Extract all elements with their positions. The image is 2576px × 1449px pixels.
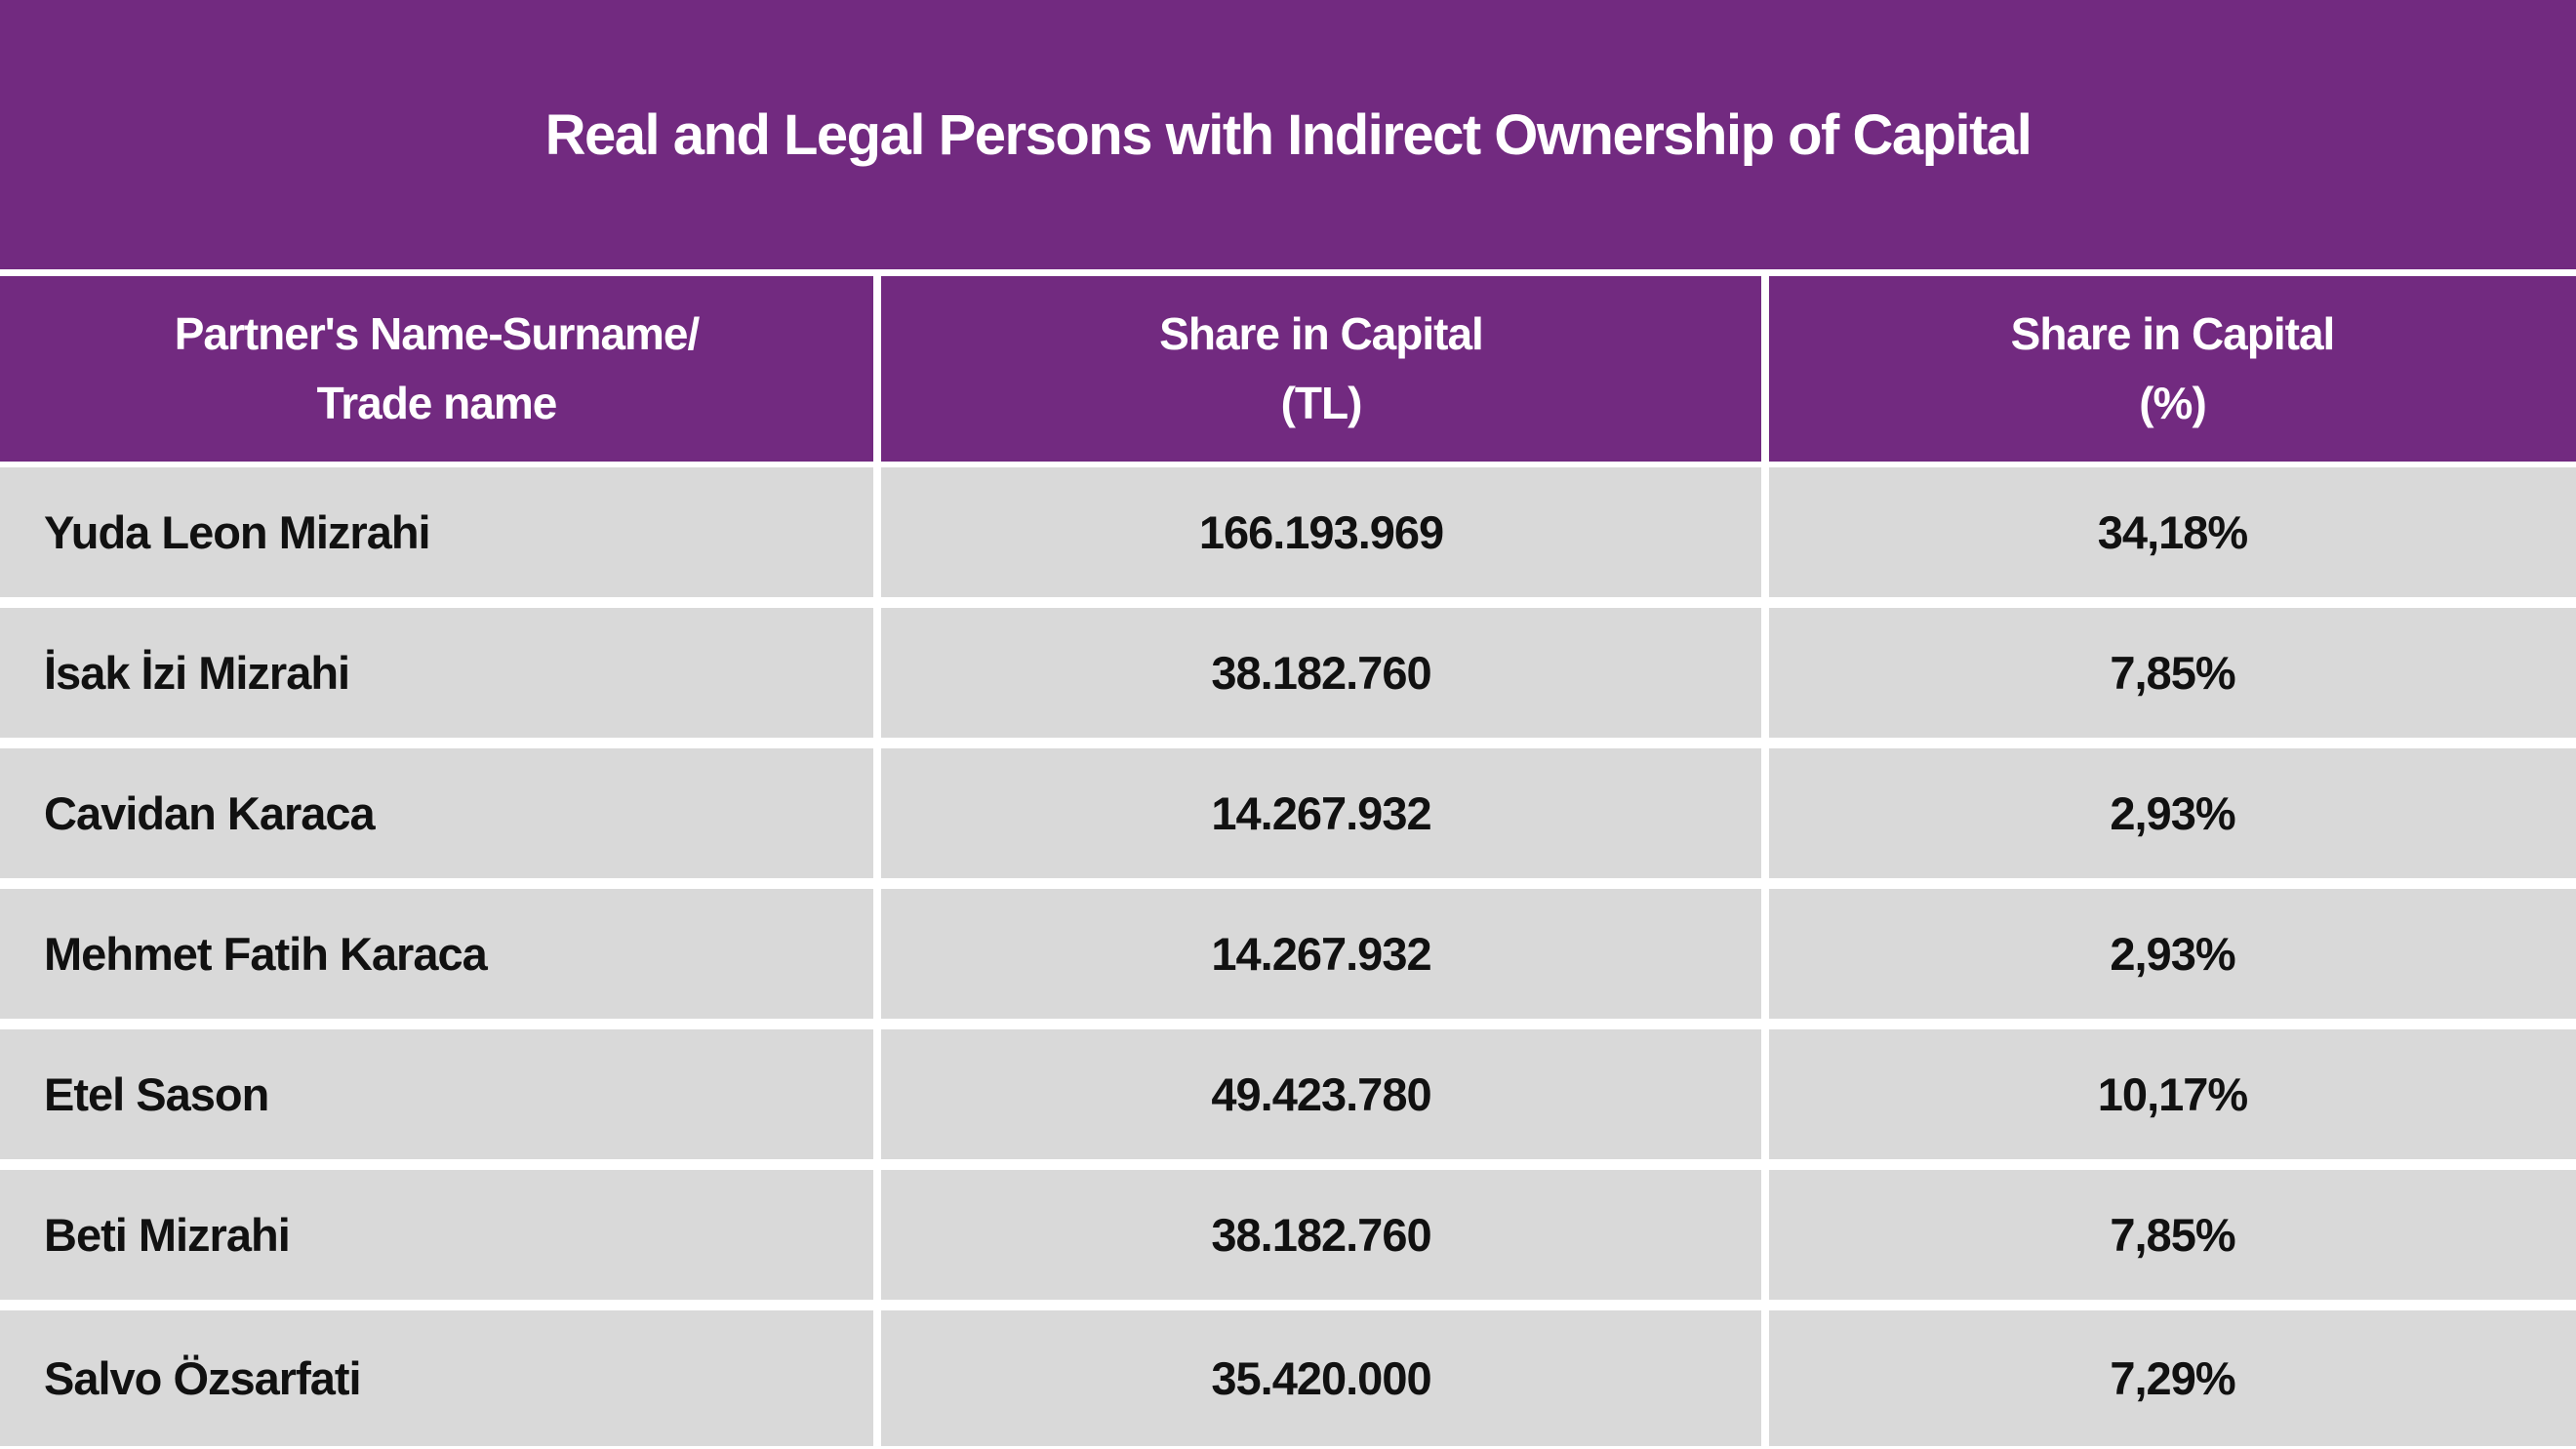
share-pct-cell: 7,85% [1769, 608, 2576, 738]
column-header-line: Trade name [316, 378, 558, 428]
table-row: Cavidan Karaca 14.267.932 2,93% [0, 748, 2576, 878]
column-divider [873, 1029, 881, 1159]
share-pct-cell: 7,85% [1769, 1170, 2576, 1300]
table-row: Mehmet Fatih Karaca 14.267.932 2,93% [0, 889, 2576, 1019]
column-header-line: (TL) [1280, 378, 1363, 428]
partner-name-cell: Yuda Leon Mizrahi [0, 467, 873, 597]
partner-name-cell: Beti Mizrahi [0, 1170, 873, 1300]
column-divider [1761, 1029, 1769, 1159]
table-row: Salvo Özsarfati 35.420.000 7,29% [0, 1310, 2576, 1446]
partner-name-cell: Salvo Özsarfati [0, 1310, 873, 1446]
partner-name-cell: Etel Sason [0, 1029, 873, 1159]
column-header-line: (%) [2139, 378, 2207, 428]
column-divider [1761, 608, 1769, 738]
column-divider [873, 467, 881, 597]
share-tl-cell: 38.182.760 [881, 1170, 1761, 1300]
share-tl-cell: 166.193.969 [881, 467, 1761, 597]
table-row: İsak İzi Mizrahi 38.182.760 7,85% [0, 608, 2576, 738]
share-pct-cell: 2,93% [1769, 748, 2576, 878]
page-title: Real and Legal Persons with Indirect Own… [544, 102, 2033, 167]
column-divider [873, 608, 881, 738]
column-header-partner-name: Partner's Name-Surname/ Trade name [0, 276, 873, 462]
column-header-line: Share in Capital [1159, 307, 1484, 359]
column-divider [873, 276, 881, 462]
share-tl-cell: 14.267.932 [881, 889, 1761, 1019]
column-divider [1761, 1170, 1769, 1300]
partner-name-cell: İsak İzi Mizrahi [0, 608, 873, 738]
table-body: Yuda Leon Mizrahi 166.193.969 34,18% İsa… [0, 467, 2576, 1449]
share-tl-cell: 14.267.932 [881, 748, 1761, 878]
partner-name-cell: Mehmet Fatih Karaca [0, 889, 873, 1019]
share-tl-cell: 38.182.760 [881, 608, 1761, 738]
share-tl-cell: 35.420.000 [881, 1310, 1761, 1446]
column-divider [873, 889, 881, 1019]
column-divider [873, 1170, 881, 1300]
title-header-divider [0, 269, 2576, 276]
partner-name-cell: Cavidan Karaca [0, 748, 873, 878]
column-divider [1761, 1310, 1769, 1446]
column-divider [1761, 467, 1769, 597]
share-pct-cell: 2,93% [1769, 889, 2576, 1019]
share-pct-cell: 10,17% [1769, 1029, 2576, 1159]
table-row: Beti Mizrahi 38.182.760 7,85% [0, 1170, 2576, 1300]
column-header-share-pct: Share in Capital (%) [1769, 276, 2576, 462]
table-row: Yuda Leon Mizrahi 166.193.969 34,18% [0, 467, 2576, 597]
column-header-line: Share in Capital [2010, 307, 2336, 359]
column-header-line: Partner's Name-Surname/ [174, 307, 701, 359]
share-pct-cell: 34,18% [1769, 467, 2576, 597]
column-divider [1761, 748, 1769, 878]
column-divider [873, 748, 881, 878]
title-band: Real and Legal Persons with Indirect Own… [0, 0, 2576, 269]
share-tl-cell: 49.423.780 [881, 1029, 1761, 1159]
column-divider [1761, 889, 1769, 1019]
table-header-row: Partner's Name-Surname/ Trade name Share… [0, 276, 2576, 462]
header-body-divider [0, 462, 2576, 467]
share-pct-cell: 7,29% [1769, 1310, 2576, 1446]
column-divider [1761, 276, 1769, 462]
column-header-share-tl: Share in Capital (TL) [881, 276, 1761, 462]
table-row: Etel Sason 49.423.780 10,17% [0, 1029, 2576, 1159]
column-divider [873, 1310, 881, 1446]
